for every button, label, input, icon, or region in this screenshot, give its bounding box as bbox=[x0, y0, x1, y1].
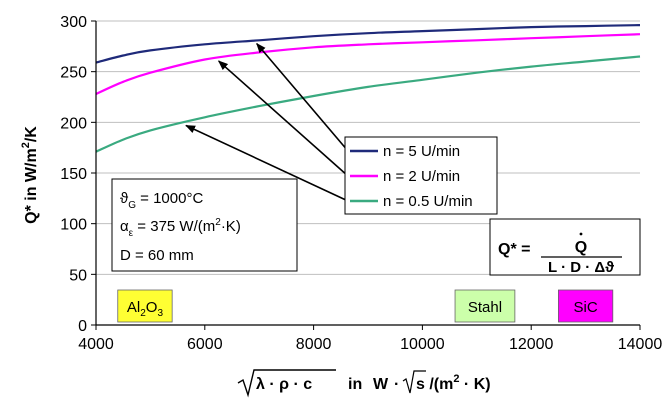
material-box-al2o3 bbox=[117, 289, 173, 323]
formula-numerator: Q bbox=[575, 239, 587, 256]
arrow-1 bbox=[217, 60, 349, 177]
legend-arrows bbox=[185, 42, 349, 202]
x-axis-sqrt-body: λ · ρ · c bbox=[256, 376, 312, 393]
x-tick-label-4000: 4000 bbox=[78, 336, 114, 353]
material-label-stahl: Stahl bbox=[468, 299, 502, 316]
y-axis-title: Q* in W/m2/K bbox=[20, 126, 40, 224]
material-box-stahl bbox=[454, 289, 516, 323]
arrow-0 bbox=[256, 42, 349, 152]
small-sqrt-symbol bbox=[402, 370, 426, 394]
data-series bbox=[95, 24, 641, 153]
x-axis-dot: · bbox=[394, 376, 399, 393]
formula-denominator: L · D · Δϑ bbox=[548, 259, 614, 276]
legend-label-1: n = 2 U/min bbox=[383, 168, 460, 185]
x-axis-unit-rest: s /(m bbox=[416, 376, 453, 393]
series-line-2 bbox=[95, 55, 641, 153]
x-axis-unit-main: W bbox=[373, 376, 389, 393]
material-box-sic bbox=[558, 289, 614, 323]
material-labels: Al2O3 Stahl SiC bbox=[117, 289, 614, 323]
param-temperature: ϑG = 1000°C bbox=[120, 190, 203, 211]
sqrt-symbol bbox=[237, 369, 336, 398]
legend: n = 5 U/min n = 2 U/min n = 0.5 U/min bbox=[344, 136, 498, 215]
x-tick-label-8000: 8000 bbox=[296, 336, 332, 353]
y-tick-label-200: 200 bbox=[60, 115, 87, 132]
series-line-1 bbox=[95, 33, 641, 95]
formula-lhs: Q* = bbox=[498, 241, 530, 258]
y-tick-label-250: 250 bbox=[60, 65, 87, 82]
x-axis-prefix: in bbox=[348, 376, 362, 393]
legend-label-2: n = 0.5 U/min bbox=[383, 193, 473, 210]
y-tick-label-150: 150 bbox=[60, 166, 87, 183]
y-tick-label-0: 0 bbox=[78, 318, 87, 335]
formula-box: Q* = Q L · D · Δϑ bbox=[489, 218, 641, 276]
tick-labels: 0 50 100 150 200 250 300 4000 6000 8000 10000 12000… bbox=[60, 14, 662, 353]
formula-dot bbox=[579, 232, 583, 236]
x-tick-label-10000: 10000 bbox=[400, 336, 445, 353]
x-tick-label-6000: 6000 bbox=[187, 336, 223, 353]
y-tick-label-100: 100 bbox=[60, 217, 87, 234]
x-tick-label-12000: 12000 bbox=[509, 336, 554, 353]
arrow-2 bbox=[185, 124, 349, 202]
x-tick-label-14000: 14000 bbox=[618, 336, 663, 353]
x-axis-unit-end: · K) bbox=[459, 376, 490, 393]
y-tick-label-50: 50 bbox=[69, 267, 87, 284]
parameters-box: ϑG = 1000°C αε = 375 W/(m2·K) D = 60 mm bbox=[111, 178, 298, 272]
param-emissivity: αε = 375 W/(m2·K) bbox=[120, 217, 241, 239]
legend-label-0: n = 5 U/min bbox=[383, 143, 460, 160]
x-axis-unit-sup: 2 bbox=[453, 373, 459, 385]
series-line-0 bbox=[95, 24, 641, 64]
material-label-al2o3: Al2O3 bbox=[127, 299, 164, 319]
param-diameter: D = 60 mm bbox=[120, 247, 194, 264]
x-axis-title: λ · ρ · c in W · s /(m2 · K) bbox=[237, 369, 491, 398]
material-label-sic: SiC bbox=[574, 299, 598, 316]
y-tick-label-300: 300 bbox=[60, 14, 87, 31]
svg-text:s /(m2 · K): s /(m2 · K) bbox=[416, 373, 491, 393]
